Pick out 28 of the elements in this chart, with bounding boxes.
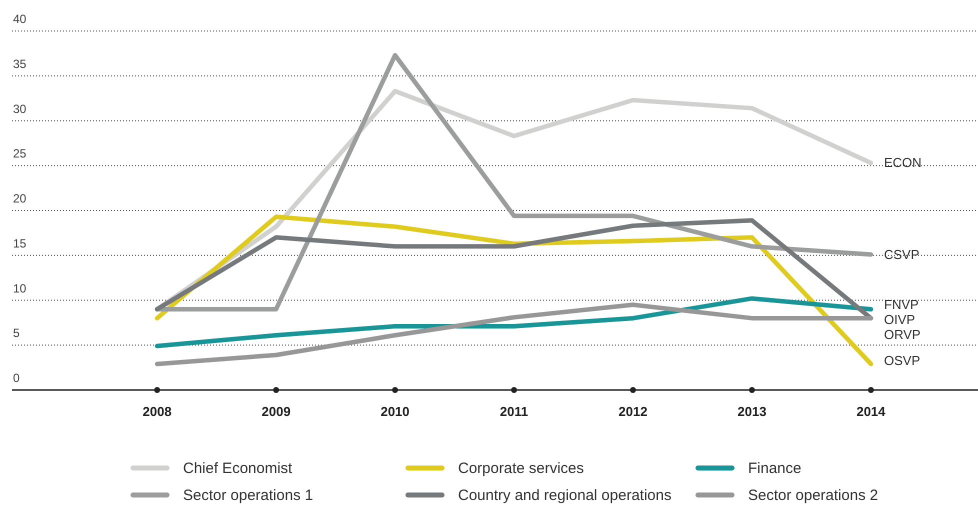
x-tick-label: 2010 [380, 404, 410, 419]
y-tick-label: 40 [13, 12, 27, 26]
y-tick-label: 0 [13, 371, 20, 385]
y-tick-label: 10 [13, 281, 27, 296]
legend-label: Corporate services [458, 460, 584, 477]
annotation: OSVP [884, 353, 920, 368]
legend-label: Chief Economist [183, 460, 294, 477]
x-tick-label: 2009 [262, 404, 291, 419]
x-tick-label: 2014 [856, 404, 886, 419]
x-tick-label: 2008 [142, 404, 172, 419]
y-tick-label: 20 [13, 192, 27, 206]
y-tick-label: 35 [13, 56, 27, 71]
y-tick-label: 25 [13, 146, 27, 161]
annotation: ORVP [884, 327, 921, 342]
annotation: OIVP [884, 312, 916, 327]
y-tick-label: 5 [13, 326, 20, 340]
x-tick-label: 2011 [500, 404, 528, 419]
legend-label: Finance [748, 460, 802, 477]
legend-label: Country and regional operations [458, 487, 672, 504]
y-tick-label: 30 [13, 102, 27, 116]
y-tick-label: 15 [13, 236, 27, 250]
x-tick-label: 2013 [738, 404, 766, 419]
legend-label: Sector operations 2 [748, 487, 878, 504]
legend-label: Sector operations 1 [183, 487, 314, 504]
x-tick-label: 2012 [618, 404, 648, 419]
annotation: CSVP [884, 247, 920, 262]
annotation: FNVP [884, 297, 919, 312]
annotation: ECON [884, 155, 922, 170]
